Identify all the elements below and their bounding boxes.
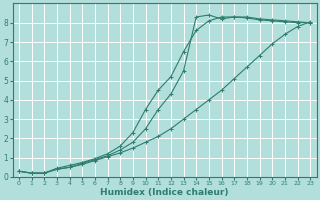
X-axis label: Humidex (Indice chaleur): Humidex (Indice chaleur)	[100, 188, 229, 197]
